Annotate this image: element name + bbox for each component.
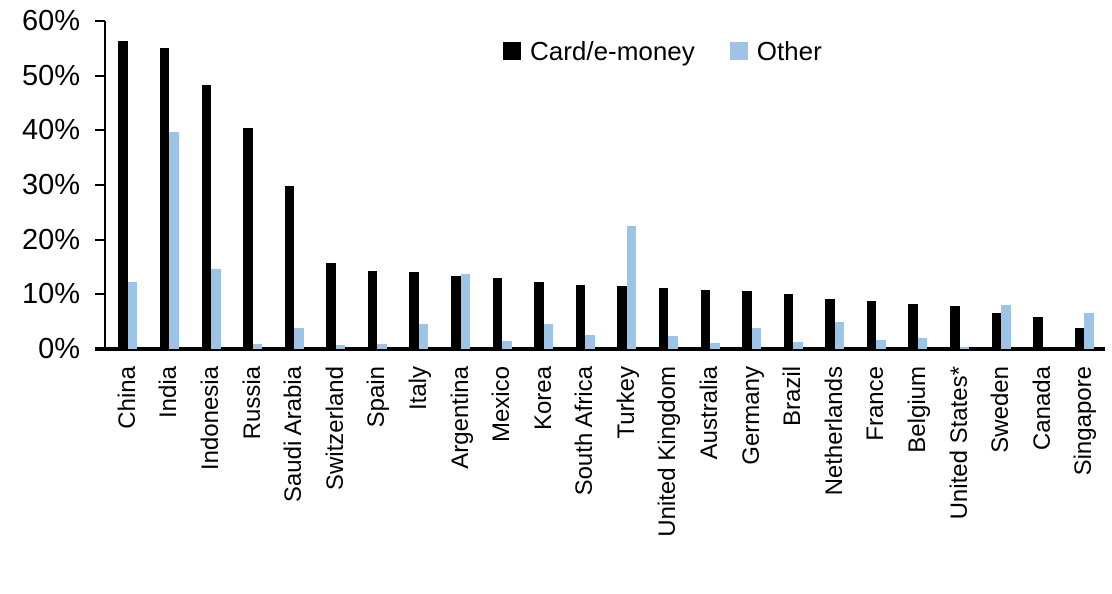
- y-axis-tick: [95, 20, 105, 22]
- bar-other: [751, 327, 761, 349]
- legend-label-other: Other: [756, 36, 822, 66]
- y-axis-tick: [95, 74, 105, 77]
- bar-card-e-money: [991, 312, 1001, 349]
- bar-other: [876, 340, 886, 349]
- y-axis-tick-label: 30%: [21, 169, 80, 201]
- bar-card-e-money: [825, 298, 835, 349]
- x-axis-label: Belgium: [903, 366, 931, 453]
- bar-card-e-money: [243, 127, 253, 349]
- x-axis-label: South Africa: [571, 366, 599, 496]
- y-axis-tick-label: 0%: [38, 333, 80, 365]
- bar-other: [543, 323, 554, 349]
- bar-other: [335, 345, 346, 349]
- bar-card-e-money: [658, 288, 669, 349]
- legend-label-card-e-money: Card/e-money: [530, 36, 695, 66]
- x-axis-label: Australia: [696, 366, 723, 460]
- bar-card-e-money: [201, 85, 211, 349]
- x-axis-label: Netherlands: [820, 366, 848, 496]
- x-axis-label: Sweden: [987, 366, 1014, 453]
- bar-card-e-money: [326, 263, 336, 349]
- bar-other: [710, 343, 720, 349]
- x-axis-label: China: [113, 366, 141, 429]
- bar-other: [1084, 312, 1094, 349]
- bar-other: [294, 327, 304, 349]
- bar-card-e-money: [866, 301, 877, 349]
- x-axis-label: Mexico: [488, 366, 515, 443]
- bar-card-e-money: [534, 281, 544, 349]
- bar-other: [793, 341, 803, 349]
- y-axis-tick: [95, 184, 105, 186]
- bar-card-e-money: [284, 186, 295, 349]
- bar-card-e-money: [159, 48, 170, 349]
- x-axis-label: Germany: [737, 366, 765, 465]
- x-axis-label: Korea: [529, 366, 557, 431]
- x-axis-label: Russia: [238, 366, 266, 440]
- bar-card-e-money: [409, 271, 419, 349]
- y-axis-tick-label: 10%: [21, 278, 80, 311]
- bar-other: [502, 341, 512, 349]
- bar-other: [127, 281, 138, 349]
- x-axis-label: Turkey: [612, 366, 640, 439]
- x-axis-label: Argentina: [446, 366, 474, 469]
- x-axis-line: [95, 347, 1105, 351]
- y-axis-line: [104, 21, 106, 351]
- bar-card-e-money: [1074, 327, 1085, 349]
- y-axis-tick-label: 40%: [21, 114, 80, 147]
- bar-card-e-money: [451, 275, 461, 349]
- bar-other: [668, 335, 678, 349]
- bar-other: [585, 335, 595, 349]
- y-axis-tick-label: 20%: [21, 223, 80, 256]
- bar-card-e-money: [742, 291, 752, 349]
- bar-other: [377, 343, 387, 349]
- bar-other: [1001, 304, 1011, 349]
- bar-card-e-money: [617, 285, 627, 349]
- bar-other: [959, 346, 969, 349]
- bar-card-e-money: [492, 277, 502, 349]
- bar-card-e-money: [700, 290, 710, 349]
- bar-other: [418, 323, 429, 349]
- x-axis-label: Indonesia: [197, 366, 224, 471]
- x-axis-label: Saudi Arabia: [280, 366, 308, 503]
- x-axis-label: France: [862, 366, 890, 441]
- y-axis-tick: [95, 293, 105, 296]
- x-axis-label: United States*: [945, 366, 973, 520]
- bar-other: [460, 273, 470, 349]
- bar-card-e-money: [367, 271, 378, 349]
- x-axis-label: Brazil: [779, 366, 807, 427]
- bar-card-e-money: [908, 304, 918, 349]
- y-axis-tick-label: 60%: [21, 5, 80, 37]
- bar-other: [211, 269, 221, 349]
- x-axis-label: Italy: [404, 366, 432, 411]
- chart-legend: Card/e-money Other: [503, 38, 822, 64]
- y-axis-tick-label: 50%: [21, 59, 80, 92]
- y-axis-tick: [95, 238, 105, 241]
- bar-card-e-money: [950, 305, 960, 349]
- x-axis-label: Switzerland: [321, 366, 349, 491]
- y-axis-tick: [95, 129, 105, 132]
- bar-other: [169, 132, 179, 349]
- legend-swatch-card-e-money: [503, 42, 521, 60]
- x-axis-label: India: [155, 366, 183, 419]
- x-axis-label: Spain: [363, 366, 391, 428]
- bar-other: [917, 337, 928, 349]
- bar-card-e-money: [1033, 316, 1043, 349]
- x-axis-label: Canada: [1028, 366, 1056, 451]
- bar-card-e-money: [783, 294, 794, 349]
- x-axis-label: United Kingdom: [654, 366, 682, 537]
- legend-swatch-other: [729, 42, 748, 60]
- bar-card-e-money: [118, 41, 128, 349]
- bar-card-e-money: [575, 284, 586, 349]
- bar-other: [252, 343, 262, 349]
- x-axis-label: Singapore: [1070, 366, 1098, 476]
- bar-other: [834, 322, 845, 349]
- bar-other: [626, 226, 637, 349]
